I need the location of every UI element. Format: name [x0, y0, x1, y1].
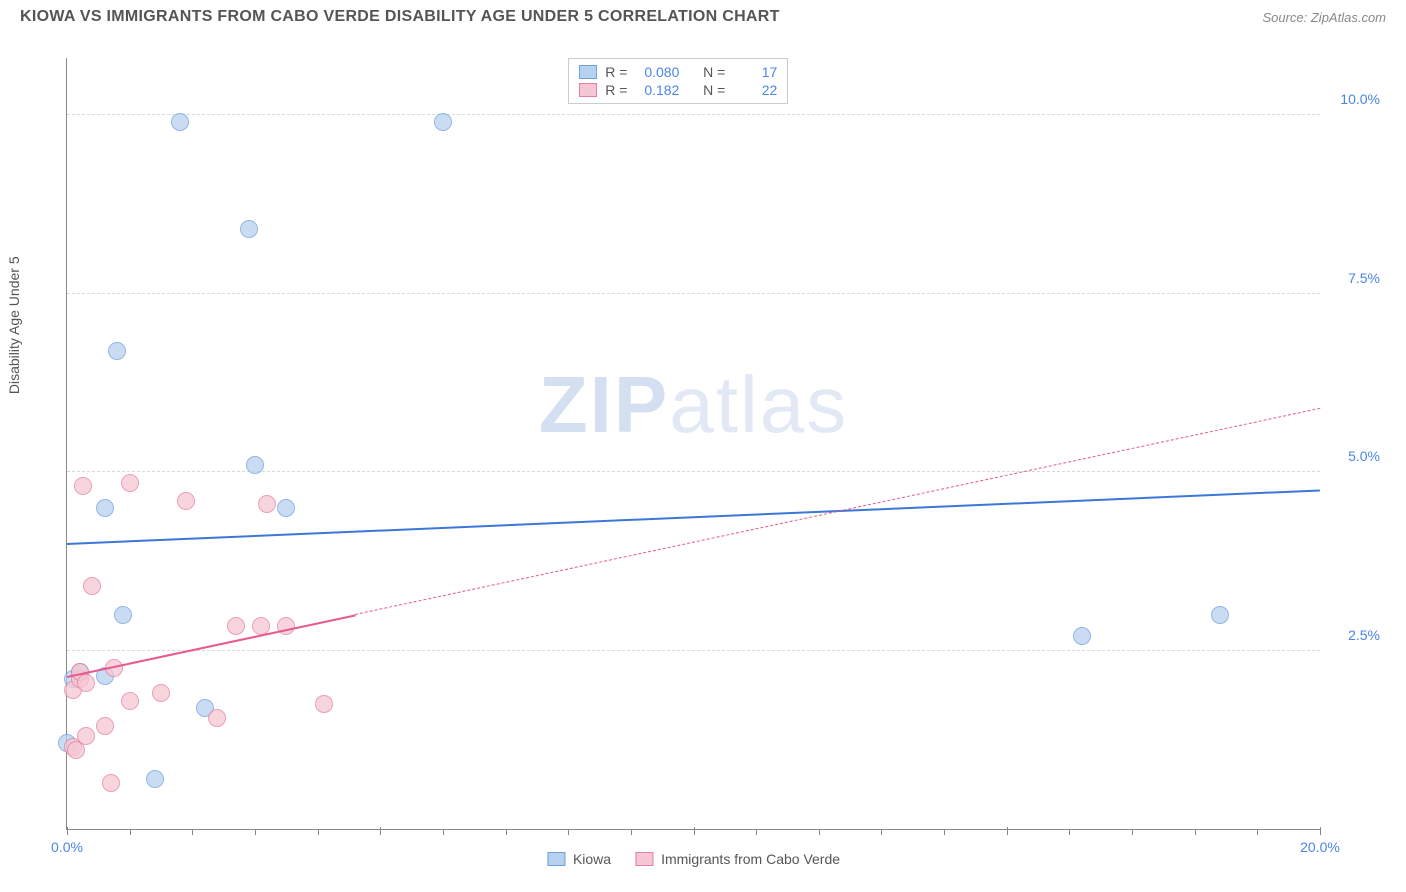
scatter-point	[74, 477, 92, 495]
x-tick-minor	[756, 829, 757, 835]
legend-swatch	[579, 65, 597, 79]
r-label: R =	[605, 64, 627, 80]
r-label: R =	[605, 82, 627, 98]
scatter-point	[277, 499, 295, 517]
scatter-point	[96, 717, 114, 735]
y-tick-label: 10.0%	[1340, 91, 1380, 107]
trendline-solid	[67, 490, 1320, 546]
legend-label: Immigrants from Cabo Verde	[661, 851, 840, 867]
legend-item: Immigrants from Cabo Verde	[635, 851, 840, 867]
x-tick-minor	[318, 829, 319, 835]
x-tick-minor	[506, 829, 507, 835]
bottom-legend: Kiowa Immigrants from Cabo Verde	[547, 851, 840, 867]
x-tick-minor	[130, 829, 131, 835]
scatter-point	[1211, 606, 1229, 624]
watermark-light: atlas	[669, 360, 848, 449]
stats-legend-row: R = 0.080 N = 17	[579, 63, 777, 81]
x-tick-minor	[631, 829, 632, 835]
stats-legend: R = 0.080 N = 17 R = 0.182 N = 22	[568, 58, 788, 104]
legend-item: Kiowa	[547, 851, 611, 867]
scatter-point	[1073, 627, 1091, 645]
gridline-h	[67, 293, 1320, 294]
watermark: ZIPatlas	[539, 359, 848, 451]
y-tick-label: 5.0%	[1348, 448, 1380, 464]
legend-swatch	[547, 852, 565, 866]
scatter-point	[240, 220, 258, 238]
n-label: N =	[703, 82, 725, 98]
scatter-point	[152, 684, 170, 702]
x-tick-minor	[944, 829, 945, 835]
x-tick-label: 20.0%	[1300, 839, 1340, 855]
scatter-point	[83, 577, 101, 595]
chart-header: KIOWA VS IMMIGRANTS FROM CABO VERDE DISA…	[0, 0, 1406, 30]
x-tick-label: 0.0%	[51, 839, 83, 855]
legend-swatch	[579, 83, 597, 97]
x-tick-minor	[255, 829, 256, 835]
scatter-point	[227, 617, 245, 635]
r-value: 0.182	[635, 82, 679, 98]
scatter-point	[258, 495, 276, 513]
legend-swatch	[635, 852, 653, 866]
gridline-h	[67, 650, 1320, 651]
x-tick-minor	[1195, 829, 1196, 835]
legend-label: Kiowa	[573, 851, 611, 867]
x-tick-minor	[1069, 829, 1070, 835]
x-tick-major	[694, 827, 695, 835]
stats-legend-row: R = 0.182 N = 22	[579, 81, 777, 99]
scatter-point	[77, 674, 95, 692]
n-value: 22	[733, 82, 777, 98]
chart-container: Disability Age Under 5 ZIPatlas R =0.080…	[20, 38, 1386, 872]
scatter-point	[315, 695, 333, 713]
x-tick-minor	[568, 829, 569, 835]
scatter-point	[177, 492, 195, 510]
x-tick-minor	[1257, 829, 1258, 835]
scatter-point	[208, 709, 226, 727]
x-tick-minor	[881, 829, 882, 835]
y-tick-label: 7.5%	[1348, 270, 1380, 286]
x-tick-minor	[819, 829, 820, 835]
x-tick-minor	[192, 829, 193, 835]
scatter-point	[114, 606, 132, 624]
r-value: 0.080	[635, 64, 679, 80]
y-tick-label: 2.5%	[1348, 627, 1380, 643]
trendline-dashed	[355, 408, 1320, 615]
x-tick-major	[380, 827, 381, 835]
scatter-point	[146, 770, 164, 788]
scatter-point	[252, 617, 270, 635]
x-tick-minor	[1132, 829, 1133, 835]
y-axis-title: Disability Age Under 5	[6, 256, 22, 394]
n-label: N =	[703, 64, 725, 80]
source-attribution: Source: ZipAtlas.com	[1262, 10, 1386, 25]
x-tick-major	[1320, 827, 1321, 835]
scatter-point	[108, 342, 126, 360]
watermark-bold: ZIP	[539, 360, 669, 449]
scatter-point	[121, 474, 139, 492]
x-tick-minor	[443, 829, 444, 835]
n-value: 17	[733, 64, 777, 80]
trendline-solid	[67, 614, 356, 678]
x-tick-major	[1007, 827, 1008, 835]
scatter-point	[434, 113, 452, 131]
chart-title: KIOWA VS IMMIGRANTS FROM CABO VERDE DISA…	[20, 8, 780, 26]
scatter-point	[246, 456, 264, 474]
plot-area: ZIPatlas R =0.080 N =17R =0.182 N =22 Ki…	[66, 58, 1320, 830]
scatter-point	[102, 774, 120, 792]
scatter-point	[77, 727, 95, 745]
scatter-point	[96, 499, 114, 517]
scatter-point	[171, 113, 189, 131]
scatter-point	[121, 692, 139, 710]
gridline-h	[67, 114, 1320, 115]
x-tick-major	[67, 827, 68, 835]
